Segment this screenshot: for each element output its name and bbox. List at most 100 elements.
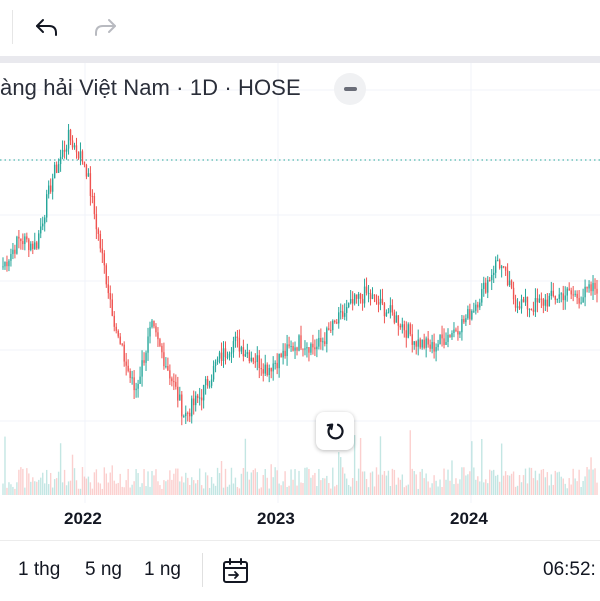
volume-bar xyxy=(453,484,455,495)
volume-bar xyxy=(38,479,40,495)
candle-body xyxy=(330,329,332,331)
candle-body xyxy=(588,284,590,289)
volume-bar xyxy=(268,488,270,495)
candle-body xyxy=(216,358,219,363)
volume-bar xyxy=(30,481,32,495)
volume-bar xyxy=(79,488,82,495)
volume-bar xyxy=(556,472,558,495)
candle-body xyxy=(101,248,104,254)
volume-bar xyxy=(437,486,439,495)
candle-body xyxy=(391,305,394,313)
candle-body xyxy=(578,298,580,304)
candle-body xyxy=(556,298,558,300)
candle-body xyxy=(127,365,129,371)
candle-body xyxy=(214,362,217,366)
range-button-1-day[interactable]: 1 ng xyxy=(144,559,181,580)
range-button-5-days[interactable]: 5 ng xyxy=(85,559,122,580)
volume-bar xyxy=(387,470,390,495)
candle-body xyxy=(242,347,245,357)
minus-icon xyxy=(343,87,357,91)
volume-bar xyxy=(403,487,405,495)
volume-bar xyxy=(139,486,141,495)
volume-bar xyxy=(467,474,469,495)
candle-body xyxy=(26,236,28,240)
volume-bar xyxy=(552,484,554,495)
undo-button[interactable] xyxy=(30,10,64,44)
candle-body xyxy=(155,326,157,333)
volume-bar xyxy=(6,487,8,495)
volume-bar xyxy=(65,485,68,495)
candle-body xyxy=(165,366,167,368)
volume-bar xyxy=(530,467,533,495)
volume-bar xyxy=(187,477,189,495)
volume-bar xyxy=(439,479,441,495)
candle-body xyxy=(59,156,62,165)
go-to-date-button[interactable] xyxy=(218,553,254,589)
candle-body xyxy=(429,344,431,349)
volume-bar xyxy=(312,475,314,495)
candle-body xyxy=(399,325,402,328)
candle-body xyxy=(566,288,568,296)
redo-button[interactable] xyxy=(88,10,122,44)
candle-body xyxy=(196,395,199,399)
volume-bar xyxy=(367,487,370,495)
candle-body xyxy=(107,284,109,294)
legend-collapse-button[interactable] xyxy=(334,73,366,105)
volume-bar xyxy=(250,472,253,495)
reset-chart-button[interactable] xyxy=(316,412,354,450)
candle-body xyxy=(145,352,147,363)
candle-body xyxy=(538,298,541,303)
range-button-1-month[interactable]: 1 thg xyxy=(18,559,61,580)
candle-body xyxy=(367,292,370,294)
volume-bar xyxy=(196,479,199,495)
volume-bar xyxy=(558,471,560,495)
volume-bar xyxy=(193,480,195,495)
volume-bar xyxy=(173,473,175,495)
candle-body xyxy=(224,348,227,358)
candle-body xyxy=(248,352,251,362)
candle-body xyxy=(487,279,489,293)
volume-bar xyxy=(365,478,368,495)
volume-bar xyxy=(81,467,84,495)
volume-bar xyxy=(502,475,505,495)
volume-bar xyxy=(204,472,207,495)
candle-body xyxy=(389,305,392,313)
candle-body xyxy=(425,338,427,348)
price-chart[interactable] xyxy=(0,63,600,540)
volume-bar xyxy=(290,469,292,495)
volume-bar xyxy=(228,484,231,495)
candle-body xyxy=(375,295,378,303)
volume-bar xyxy=(177,468,179,495)
candle-body xyxy=(55,164,58,173)
candle-body xyxy=(79,151,82,159)
volume-bar xyxy=(433,475,435,495)
volume-bar xyxy=(487,483,489,495)
volume-bar xyxy=(381,474,384,495)
volume-bar xyxy=(431,483,433,495)
candle-body xyxy=(564,295,566,301)
candle-body xyxy=(240,347,243,352)
candle-body xyxy=(75,145,78,153)
candle-body xyxy=(63,149,66,152)
volume-bar xyxy=(163,480,165,495)
volume-bar xyxy=(157,481,159,495)
volume-bar xyxy=(42,472,44,495)
candle-body xyxy=(306,347,308,349)
volume-bar xyxy=(338,452,340,495)
candle-body xyxy=(413,341,415,345)
volume-bar xyxy=(353,435,356,495)
candle-body xyxy=(83,161,86,166)
candle-body xyxy=(365,286,368,293)
candle-body xyxy=(481,288,483,303)
candle-body xyxy=(469,309,471,320)
volume-bar xyxy=(121,486,123,495)
volume-bar xyxy=(411,468,413,495)
symbol-legend-title[interactable]: àng hải Việt Nam · 1D · HOSE xyxy=(0,75,301,100)
x-axis-label-2024: 2024 xyxy=(450,509,488,528)
candle-body xyxy=(135,388,137,391)
volume-bar xyxy=(344,473,346,495)
candle-body xyxy=(296,347,298,351)
candle-body xyxy=(119,336,121,344)
volume-bar xyxy=(506,475,509,495)
volume-bar xyxy=(479,481,481,495)
